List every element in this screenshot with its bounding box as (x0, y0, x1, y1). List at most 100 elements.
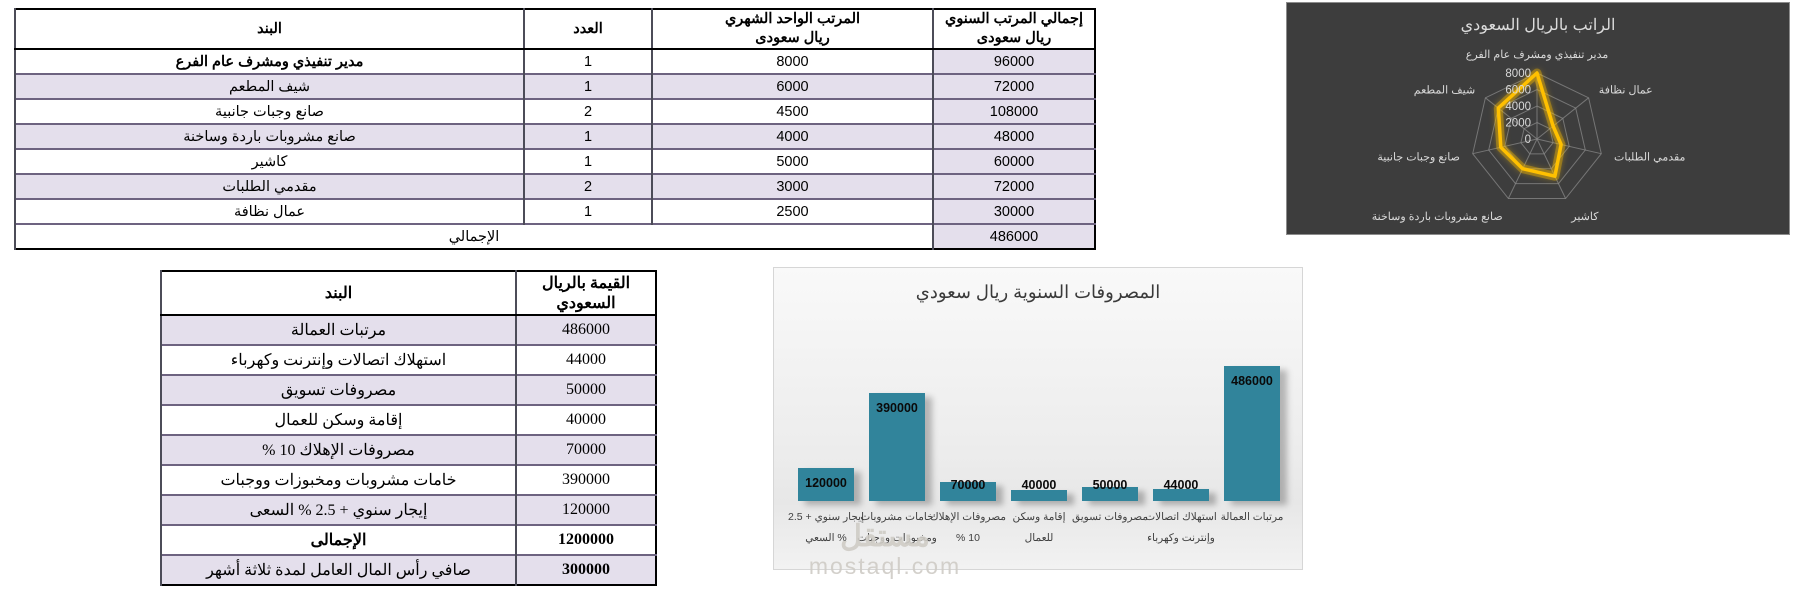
cell-annual: 108000 (932, 98, 1095, 124)
bar-plot-area: 120000 إيجار سنوي + 2.5 % السعي 390000 خاما… (774, 268, 1302, 569)
cell-count: 1 (523, 48, 652, 74)
cell-value: 120000 (515, 494, 656, 525)
cell-item: عمال نظافة (14, 198, 524, 224)
bar-category-label: استهلاك اتصالات وإنترنت وكهرباء (1145, 511, 1217, 544)
radar-grid-ring (1504, 105, 1570, 170)
cell-item: صانع مشروبات باردة وساخنة (14, 123, 524, 149)
cell-count: 1 (523, 148, 652, 174)
bar-category-label: إقامة وسكن للعمال (1012, 511, 1066, 544)
bar-chart-title: المصروفات السنوية ريال سعودي (915, 282, 1161, 302)
cell-item: مقدمي الطلبات (14, 173, 524, 199)
bar-category-label: مرتبات العمالة (1220, 511, 1284, 523)
radar-category-label: شيف المطعم (1414, 85, 1475, 97)
bar-category-label: مصروفات تسويق (1071, 511, 1148, 523)
cell-item: صانع وجبات جانبية (14, 98, 524, 124)
cell-item: إقامة وسكن للعمال (160, 404, 516, 435)
bar (1224, 366, 1280, 501)
cell-item: مصروفات تسويق (160, 374, 516, 405)
radar-grid-spoke (1472, 138, 1538, 155)
cell-item: مصروفات الإهلاك 10 % (160, 434, 516, 465)
table-row: إقامة وسكن للعمال 40000 (160, 404, 656, 435)
radar-plot-area: 0 2000 4000 6000 8000 مدير تنفيذي ومشرف عام ا… (1287, 3, 1789, 234)
bar (1011, 489, 1067, 501)
cell-value: 390000 (515, 464, 656, 495)
cell-item: إيجار سنوي + 2.5 % السعى (160, 494, 516, 525)
radar-category-label: صانع وجبات جانبية (1377, 152, 1460, 164)
radar-grid-ring (1488, 88, 1586, 185)
table-row: صانع مشروبات باردة وساخنة 1 4000 48000 (14, 123, 1095, 149)
bar-category-label: خامات مشروبات ومخبوزات ووجبات (857, 511, 937, 544)
total-value: 486000 (932, 223, 1095, 249)
table-row: كاشير 1 5000 60000 (14, 148, 1095, 174)
bar-value-label: 40000 (1021, 478, 1057, 492)
radar-category-label: مدير تنفيذي ومشرف عام الفرع (1466, 49, 1609, 61)
cell-value: 300000 (515, 554, 656, 585)
cell-monthly: 3000 (651, 173, 933, 199)
radar-chart-title: الراتب بالريال السعودي (1460, 17, 1616, 34)
table-row: صانع وجبات جانبية 2 4500 108000 (14, 98, 1095, 124)
cell-monthly: 4000 (651, 123, 933, 149)
radar-category-label: عمال نظافة (1599, 85, 1653, 97)
table-row: إيجار سنوي + 2.5 % السعى 120000 (160, 494, 656, 525)
col-header-item: البند (14, 9, 524, 50)
table-row: مدير تنفيذي ومشرف عام الفرع 1 8000 96000 (14, 48, 1095, 74)
radar-category-label: كاشير (1570, 211, 1599, 223)
cell-monthly: 8000 (651, 48, 933, 74)
col-header-value: القيمة بالريال السعودي (515, 271, 656, 316)
cell-monthly: 5000 (651, 148, 933, 174)
total-row: الإجمالى 1200000 (160, 524, 656, 555)
radar-tick-label: 0 (1525, 134, 1531, 146)
total-label: الإجمالى (160, 524, 516, 555)
table-row: عمال نظافة 1 2500 30000 (14, 198, 1095, 224)
table-row: مصروفات تسويق 50000 (160, 374, 656, 405)
bar-value-label: 390000 (876, 400, 918, 415)
radar-category-label: مقدمي الطلبات (1614, 152, 1686, 164)
bar-value-label: 70000 (950, 478, 986, 492)
cell-annual: 30000 (932, 198, 1095, 224)
cell-item: مرتبات العمالة (160, 314, 516, 345)
radar-grid-spoke (1536, 138, 1602, 155)
radar-category-label: صانع مشروبات باردة وساخنة (1372, 211, 1503, 223)
bar-value-label: 486000 (1231, 374, 1273, 388)
cell-item: استهلاك اتصالات وإنترنت وكهرباء (160, 344, 516, 375)
bar-value-label: 44000 (1163, 478, 1199, 492)
radar-grid-spoke (1536, 97, 1589, 140)
cell-value: 50000 (515, 374, 656, 405)
cell-monthly: 2500 (651, 198, 933, 224)
cell-annual: 60000 (932, 148, 1095, 174)
working-capital-row: صافي رأس المال العامل لمدة ثلاثة أشهر 30… (160, 554, 656, 585)
table-row: شيف المطعم 1 6000 72000 (14, 73, 1095, 99)
cell-item: خامات مشروبات ومخبوزات ووجبات (160, 464, 516, 495)
bar-value-label: 120000 (805, 475, 847, 490)
radar-chart: الراتب بالريال السعودي 0 2000 4000 6000 8000… (1286, 2, 1790, 235)
radar-svg: 0 2000 4000 6000 8000 مدير تنفيذي ومشرف عام ا… (1372, 49, 1686, 223)
total-label: الإجمالي (14, 223, 933, 249)
table-row: خامات مشروبات ومخبوزات ووجبات 390000 (160, 464, 656, 495)
cell-value: 486000 (515, 314, 656, 345)
cell-annual: 72000 (932, 173, 1095, 199)
salary-table: البند العدد المرتب الواحد الشهري ريال سع… (14, 8, 1096, 250)
salary-header-row: البند العدد المرتب الواحد الشهري ريال سع… (14, 9, 1095, 50)
table-row: استهلاك اتصالات وإنترنت وكهرباء 44000 (160, 344, 656, 375)
cell-value: 44000 (515, 344, 656, 375)
bar (798, 467, 854, 501)
expenses-header-row: البند القيمة بالريال السعودي (160, 271, 656, 316)
radar-tick-label: 8000 (1505, 68, 1531, 80)
cell-item: كاشير (14, 148, 524, 174)
cell-monthly: 4500 (651, 98, 933, 124)
cell-annual: 72000 (932, 73, 1095, 99)
cell-monthly: 6000 (651, 73, 933, 99)
bar-chart: المصروفات السنوية ريال سعودي 120000 إيجار… (773, 267, 1303, 570)
cell-item: شيف المطعم (14, 73, 524, 99)
table-row: مقدمي الطلبات 2 3000 72000 (14, 173, 1095, 199)
bar (1153, 488, 1209, 501)
radar-tick-label: 2000 (1505, 118, 1531, 130)
cell-annual: 48000 (932, 123, 1095, 149)
cell-value: 70000 (515, 434, 656, 465)
table-row: مصروفات الإهلاك 10 % 70000 (160, 434, 656, 465)
bar (940, 481, 996, 501)
table-row: مرتبات العمالة 486000 (160, 314, 656, 345)
col-header-count: العدد (523, 9, 652, 50)
radar-tick-label: 4000 (1505, 101, 1531, 113)
cell-item: صافي رأس المال العامل لمدة ثلاثة أشهر (160, 554, 516, 585)
